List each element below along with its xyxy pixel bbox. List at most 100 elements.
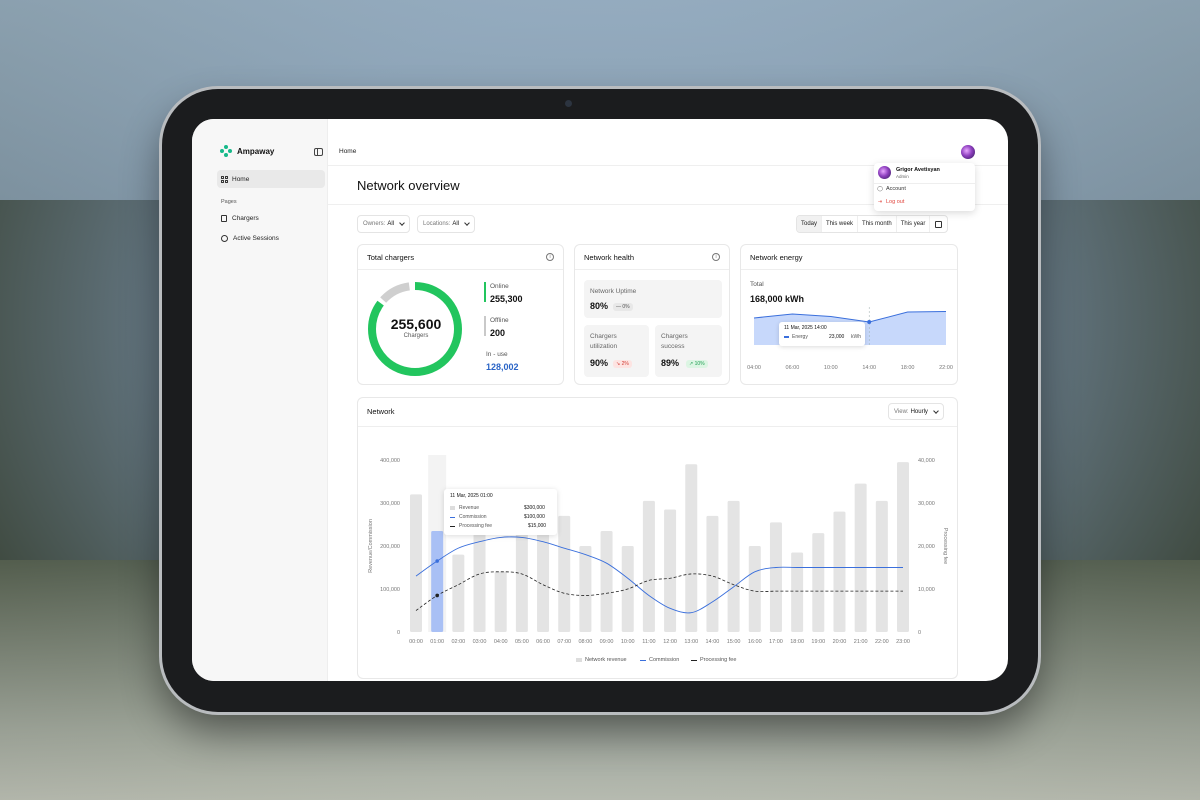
- y-left-tick: 400,000: [380, 458, 400, 464]
- x-tick: 09:00: [600, 639, 614, 645]
- energy-tooltip: 11 Mar, 2025 14:00 Energy 23,000 kWh: [779, 322, 865, 346]
- tooltip-revenue-swatch: [450, 506, 455, 510]
- network-card: Network View: Hourly 0 100,000 200,000 300,…: [357, 397, 958, 679]
- sessions-icon: [221, 235, 228, 242]
- online-label: Online: [490, 283, 509, 290]
- locations-filter-label: Locations:: [423, 221, 451, 227]
- page-title: Network overview: [357, 178, 460, 193]
- chevron-down-icon: [399, 220, 405, 226]
- logout-menu-item[interactable]: Log out: [886, 199, 905, 205]
- donut-online-arc: [368, 282, 462, 376]
- y-left-tick: 200,000: [380, 544, 400, 550]
- success-box: Chargers success 89% ↗ 10%: [655, 325, 722, 377]
- x-tick: 06:00: [536, 639, 550, 645]
- info-icon[interactable]: i: [712, 253, 720, 261]
- calendar-icon[interactable]: [935, 220, 943, 228]
- energy-tooltip-date: 11 Mar, 2025 14:00: [784, 325, 827, 331]
- logout-icon: ⇥: [877, 199, 883, 205]
- energy-tooltip-swatch: [784, 336, 789, 338]
- utilization-value: 90%: [590, 358, 609, 368]
- uptime-value: 80%: [590, 301, 609, 311]
- avatar[interactable]: [961, 145, 975, 159]
- user-role: Admin: [896, 174, 909, 179]
- legend-revenue-swatch: [576, 658, 582, 662]
- sidebar-item-active-sessions[interactable]: Active Sessions: [221, 235, 279, 242]
- x-tick: 14:00: [706, 639, 720, 645]
- sidebar-item-home[interactable]: Home: [217, 170, 325, 188]
- revenue-bar: [897, 462, 909, 632]
- legend-commission-swatch: [640, 659, 646, 661]
- sidebar-item-label: Chargers: [232, 215, 259, 222]
- range-this-year[interactable]: This year: [897, 216, 931, 232]
- user-name: Grigor Avetisyan: [896, 167, 940, 173]
- total-chargers-card: Total chargers i 255,600 Chargers Online…: [357, 244, 564, 385]
- sidebar-item-chargers[interactable]: Chargers: [221, 215, 259, 222]
- energy-tooltip-unit: kWh: [851, 334, 861, 340]
- owners-filter-value: All: [387, 221, 395, 227]
- x-tick: 15:00: [727, 639, 741, 645]
- x-tick: 04:00: [494, 639, 508, 645]
- chargers-donut: [368, 282, 462, 376]
- revenue-bar: [812, 533, 825, 632]
- account-menu-item[interactable]: Account: [886, 186, 906, 192]
- x-tick: 18:00: [790, 639, 804, 645]
- range-this-month[interactable]: This month: [858, 216, 897, 232]
- energy-x-tick: 04:00: [747, 365, 761, 371]
- revenue-bar: [664, 509, 677, 632]
- x-tick: 21:00: [854, 639, 868, 645]
- success-value: 89%: [661, 358, 680, 368]
- commission-point: [435, 559, 439, 563]
- energy-tooltip-series: Energy: [792, 334, 808, 340]
- success-badge: ↗ 10%: [686, 360, 708, 368]
- view-value: Hourly: [910, 408, 928, 415]
- legend-commission: Commission: [640, 657, 679, 663]
- revenue-bar: [452, 554, 465, 632]
- x-tick: 02:00: [451, 639, 465, 645]
- x-tick: 16:00: [748, 639, 762, 645]
- x-tick: 20:00: [833, 639, 847, 645]
- tooltip-fee-label: Processing fee: [459, 523, 493, 529]
- breadcrumb[interactable]: Home: [339, 148, 357, 155]
- utilization-label: Chargers utilization: [590, 333, 618, 350]
- sidebar-section-label: Pages: [221, 199, 237, 205]
- energy-x-tick: 22:00: [939, 365, 953, 371]
- revenue-bar: [600, 530, 613, 632]
- brand[interactable]: Ampaway: [220, 145, 274, 157]
- online-value: 255,300: [490, 294, 523, 304]
- revenue-bar: [642, 500, 655, 632]
- view-selector[interactable]: View: Hourly: [888, 403, 944, 420]
- inuse-label: In - use: [486, 351, 508, 358]
- revenue-bar: [875, 500, 888, 632]
- x-tick: 12:00: [663, 639, 677, 645]
- chevron-down-icon: [933, 407, 939, 414]
- total-chargers-value: 255,600: [390, 316, 442, 332]
- range-this-week[interactable]: This week: [822, 216, 859, 232]
- range-today[interactable]: Today: [797, 216, 823, 232]
- user-menu: Grigor Avetisyan Admin ◯ Account ⇥ Log o…: [874, 163, 975, 211]
- info-icon[interactable]: i: [546, 253, 554, 261]
- account-icon: ◯: [877, 186, 883, 192]
- tooltip-revenue-value: $300,000: [524, 505, 545, 511]
- card-title: Network: [367, 407, 395, 416]
- locations-filter[interactable]: Locations: All: [417, 215, 476, 233]
- card-title: Network energy: [750, 253, 803, 262]
- energy-point: [867, 320, 872, 324]
- sidebar-collapse-icon[interactable]: [314, 148, 323, 156]
- legend-revenue-label: Network revenue: [585, 657, 627, 663]
- revenue-bar: [515, 528, 528, 632]
- y-right-tick: 30,000: [918, 501, 935, 507]
- offline-value: 200: [490, 328, 506, 338]
- revenue-bar: [431, 530, 444, 632]
- y-left-tick: 300,000: [380, 501, 400, 507]
- tooltip-fee-swatch: [450, 526, 455, 527]
- energy-total-label: Total: [750, 281, 764, 288]
- energy-total-value: 168,000 kWh: [750, 294, 805, 304]
- x-tick: 03:00: [473, 639, 487, 645]
- x-tick: 19:00: [811, 639, 825, 645]
- revenue-bar: [706, 515, 719, 632]
- owners-filter[interactable]: Owners: All: [357, 215, 411, 233]
- tablet-frame: Ampaway Home Pages Chargers Active Sessi…: [162, 89, 1038, 712]
- topbar: Home: [328, 119, 1008, 166]
- network-tooltip: 11 Mar, 2025 01:00 Revenue $300,000 Comm…: [444, 489, 557, 535]
- commission-line: [415, 536, 903, 614]
